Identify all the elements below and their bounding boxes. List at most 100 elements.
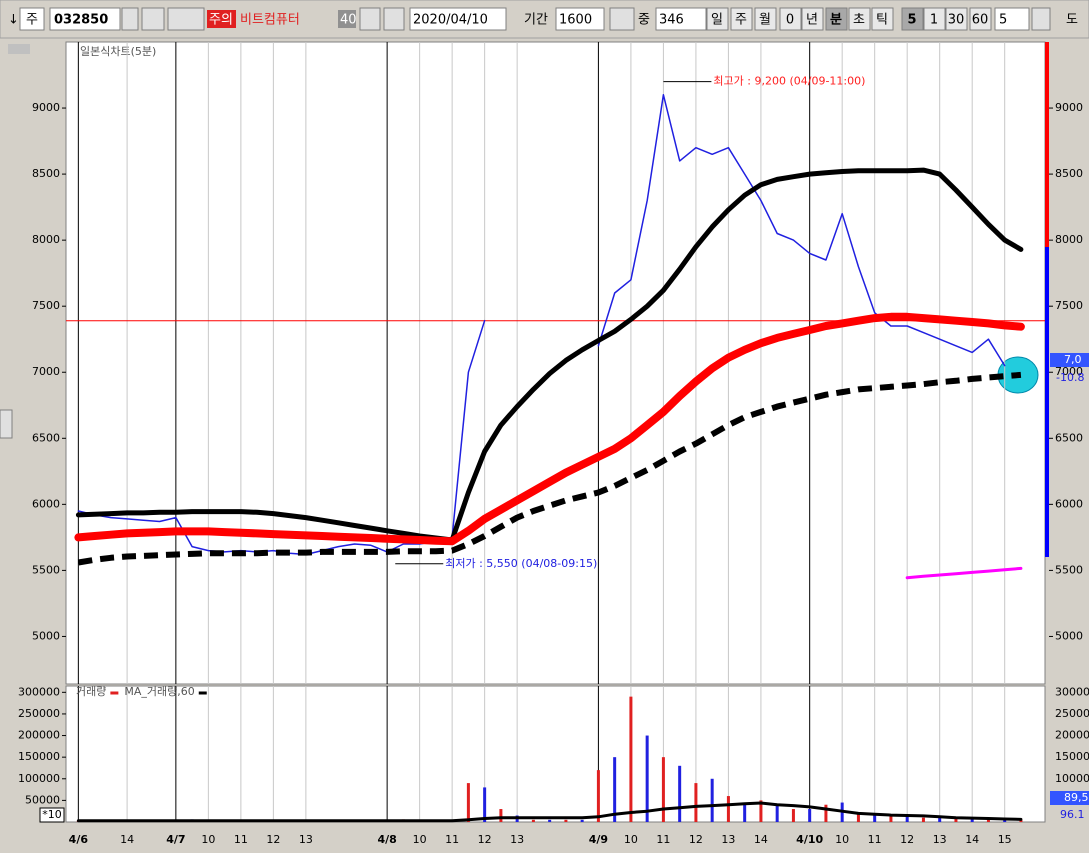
y-tick-label: 7500 — [32, 299, 60, 312]
interval-label[interactable]: 분 — [830, 13, 842, 28]
moving-average — [74, 312, 1025, 546]
y-tick-label: 6500 — [32, 431, 60, 444]
next-button[interactable] — [359, 7, 381, 31]
interval-button[interactable] — [945, 7, 968, 31]
toolbar-period[interactable]: 1600 — [559, 13, 592, 28]
toolbar-arrow[interactable]: ↓ — [8, 13, 19, 28]
memo-button[interactable] — [167, 7, 205, 31]
y-tick-label-right: 250000 — [1055, 707, 1089, 720]
interval-button[interactable] — [754, 7, 777, 31]
last-label-box — [1050, 791, 1089, 805]
volume-bar — [661, 757, 665, 822]
interval-input-box[interactable] — [994, 7, 1030, 31]
period-box[interactable] — [555, 7, 605, 31]
side-toggle[interactable] — [0, 409, 13, 439]
interval-button[interactable] — [969, 7, 992, 31]
toolbar-interval-input[interactable]: 5 — [999, 13, 1007, 28]
toolbar-badge[interactable]: 40 — [340, 13, 357, 28]
moving-average — [77, 371, 1022, 566]
volume-bar — [1019, 819, 1023, 822]
interval-button[interactable] — [871, 7, 894, 31]
volume-bar — [710, 778, 714, 822]
market-box[interactable] — [19, 7, 45, 31]
y-tick-label: 300000 — [18, 685, 60, 698]
interval-label[interactable]: 틱 — [876, 13, 888, 28]
volume-bar — [694, 783, 698, 822]
y-tick-label-right: 300000 — [1055, 685, 1089, 698]
annotation-text: 최저가 : 5,550 (04/08-09:15) — [445, 557, 597, 570]
y-tick-label: 150000 — [18, 750, 60, 763]
interval-button[interactable] — [825, 7, 848, 31]
y-tick-label: 5500 — [32, 563, 60, 576]
interval-label[interactable]: 월 — [759, 13, 771, 28]
volume-bar — [889, 815, 893, 822]
y-tick-label-right: 9000 — [1055, 101, 1083, 114]
prev-button[interactable] — [383, 7, 405, 31]
toolbar-name[interactable]: 비트컴퓨터 — [240, 13, 300, 28]
x-tick-label: 10 — [201, 833, 215, 846]
volume-bar — [466, 783, 470, 822]
date-box[interactable] — [409, 7, 507, 31]
moving-average — [75, 167, 1024, 543]
interval-label[interactable]: 30 — [948, 13, 965, 28]
toolbar-warning[interactable]: 주의 — [209, 13, 233, 28]
interval-button[interactable] — [706, 7, 729, 31]
volume-bar — [775, 804, 779, 822]
y-tick-label: 6000 — [32, 497, 60, 510]
toolbar-more[interactable]: 도 — [1066, 13, 1078, 28]
x-tick-label: 10 — [835, 833, 849, 846]
interval-label[interactable]: 초 — [853, 13, 865, 28]
x-tick-label: 14 — [754, 833, 768, 846]
volume-bar — [873, 813, 877, 822]
y-tick-label-right: 5000 — [1055, 629, 1083, 642]
last-value-label: 7,0 — [1064, 353, 1082, 366]
toolbar-code[interactable]: 032850 — [54, 13, 108, 28]
toolbar-date[interactable]: 2020/04/10 — [413, 13, 488, 28]
legend-label: 거래량 — [76, 685, 106, 698]
y-tick-label-right: 7500 — [1055, 299, 1083, 312]
interval-button[interactable] — [901, 7, 924, 31]
y-tick-label-right: 100000 — [1055, 772, 1089, 785]
interval-button[interactable] — [730, 7, 753, 31]
interval-button[interactable] — [923, 7, 946, 31]
moving-average — [905, 566, 1023, 580]
interval-label[interactable]: 0 — [786, 13, 794, 28]
interval-dropdown[interactable] — [1031, 7, 1051, 31]
scale-label-box — [39, 807, 65, 823]
interval-label[interactable]: 년 — [806, 13, 818, 28]
toolbar-period-label[interactable]: 기간 — [524, 13, 548, 28]
y-tick-label: 5000 — [32, 629, 60, 642]
toolbar-count-label[interactable]: 중 — [638, 13, 650, 28]
volume-bar — [970, 817, 974, 822]
chart-type-button[interactable] — [609, 7, 635, 31]
y-tick-label: 8000 — [32, 233, 60, 246]
search-button[interactable] — [141, 7, 165, 31]
count-box[interactable] — [655, 7, 707, 31]
y-tick-label-right: 150000 — [1055, 750, 1089, 763]
y-tick-label: 7000 — [32, 365, 60, 378]
x-tick-label: 4/8 — [377, 833, 396, 846]
interval-label[interactable]: 1 — [930, 13, 938, 28]
interval-button[interactable] — [848, 7, 871, 31]
x-tick-label: 4/6 — [69, 833, 89, 846]
scroll-handle[interactable] — [8, 44, 30, 54]
interval-label[interactable]: 일 — [711, 13, 723, 28]
interval-label[interactable]: 주 — [735, 13, 747, 28]
code-dropdown[interactable] — [121, 7, 139, 31]
x-tick-label: 11 — [234, 833, 248, 846]
interval-button[interactable] — [779, 7, 802, 31]
volume-bar — [531, 819, 535, 822]
interval-label[interactable]: 5 — [907, 13, 916, 28]
y-tick-label: 250000 — [18, 707, 60, 720]
toolbar-market[interactable]: 주 — [26, 13, 38, 28]
toolbar-count[interactable]: 346 — [659, 13, 684, 28]
code-box[interactable] — [49, 7, 121, 31]
volume-bar — [921, 817, 925, 822]
y-tick-label: 50000 — [25, 793, 60, 806]
annotation-text: 최고가 : 9,200 (04/09-11:00) — [713, 75, 865, 88]
x-tick-label: 13 — [510, 833, 524, 846]
interval-label[interactable]: 60 — [972, 13, 989, 28]
interval-button[interactable] — [801, 7, 824, 31]
volume-bar — [645, 735, 649, 822]
chart-subtitle: 일본식차트(5분) — [80, 44, 156, 58]
